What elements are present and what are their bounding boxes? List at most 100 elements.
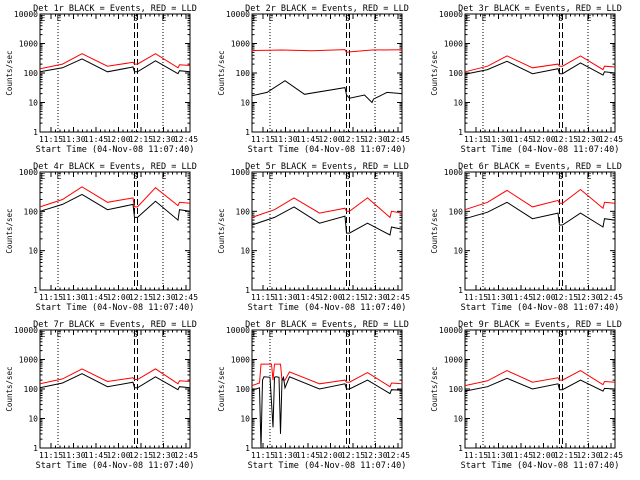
x-tick-label: 12:15: [129, 293, 153, 302]
y-tick-label: 100: [24, 207, 39, 216]
panel-det-3: Det 3r BLACK = Events, RED = LLD 1 10 100 10…: [430, 4, 623, 155]
series-line-events: [39, 373, 191, 391]
y-tick-label: 1: [245, 444, 250, 453]
x-tick-label: 11:15: [39, 135, 63, 144]
marker-label: S: [133, 330, 138, 339]
y-tick-label: 10: [28, 415, 38, 424]
panel-det-1: Det 1r BLACK = Events, RED = LLD 1 10 100 10…: [5, 4, 198, 155]
x-tick-label: 12:30: [576, 135, 600, 144]
x-tick-label: 11:45: [296, 293, 320, 302]
marker-label: S: [133, 14, 138, 23]
y-tick-label: 1: [458, 286, 463, 295]
x-tick-label: 11:15: [464, 293, 488, 302]
x-tick-label: 12:00: [106, 451, 130, 460]
y-tick-label: 10000: [226, 326, 250, 335]
series-line-events: [39, 193, 191, 222]
panel-title: Det 9r BLACK = Events, RED = LLD: [458, 320, 622, 330]
y-tick-label: 100: [236, 69, 251, 78]
y-axis-label: Counts/sec: [217, 50, 226, 95]
x-tick-label: 12:15: [554, 135, 578, 144]
y-tick-label: 1000: [19, 40, 38, 49]
y-tick-label: 1: [245, 286, 250, 295]
y-tick-label: 1: [33, 444, 38, 453]
x-axis-label: Start Time (04-Nov-08 11:07:40): [461, 461, 620, 471]
y-axis-label: Counts/sec: [430, 208, 439, 253]
x-tick-label: 11:15: [251, 293, 275, 302]
x-tick-label: 12:15: [129, 451, 153, 460]
y-tick-label: 10: [240, 247, 250, 256]
y-tick-label: 100: [449, 385, 464, 394]
series-line-lld: [39, 186, 191, 208]
y-axis-label: Counts/sec: [5, 366, 14, 411]
panel-title: Det 2r BLACK = Events, RED = LLD: [245, 4, 409, 14]
series-line-lld: [39, 53, 191, 70]
y-tick-label: 10: [453, 247, 463, 256]
x-tick-label: 12:00: [318, 451, 342, 460]
x-tick-label: 12:45: [386, 451, 410, 460]
y-tick-label: 10: [453, 415, 463, 424]
x-tick-label: 11:15: [39, 293, 63, 302]
marker-label: E: [253, 330, 258, 339]
marker-label: E: [269, 172, 274, 181]
x-tick-label: 11:30: [486, 293, 510, 302]
y-tick-label: 1: [33, 128, 38, 137]
y-axis-label: Counts/sec: [5, 50, 14, 95]
y-tick-label: 10000: [14, 10, 38, 19]
marker-label: E: [374, 14, 379, 23]
x-axis-label: Start Time (04-Nov-08 11:07:40): [248, 303, 407, 313]
series-line-lld: [39, 368, 191, 385]
series-line-lld: [251, 363, 403, 388]
series-line-events: [251, 80, 403, 104]
x-tick-label: 11:45: [296, 135, 320, 144]
x-tick-label: 11:45: [509, 135, 533, 144]
y-tick-label: 10: [240, 99, 250, 108]
marker-label: E: [482, 14, 487, 23]
x-tick-label: 12:15: [554, 451, 578, 460]
plot-frame: [39, 171, 191, 291]
marker-label: E: [587, 330, 592, 339]
marker-label: E: [374, 330, 379, 339]
panel-title: Det 5r BLACK = Events, RED = LLD: [245, 162, 409, 172]
marker-label: E: [269, 330, 274, 339]
y-tick-label: 1: [33, 286, 38, 295]
marker-label: E: [253, 14, 258, 23]
series-line-events: [39, 58, 191, 75]
x-tick-label: 12:30: [151, 293, 175, 302]
x-tick-label: 12:45: [174, 293, 198, 302]
series-line-lld: [251, 197, 403, 219]
marker-label: E: [57, 330, 62, 339]
x-tick-label: 12:30: [151, 135, 175, 144]
x-tick-label: 12:15: [341, 293, 365, 302]
x-tick-label: 12:00: [531, 135, 555, 144]
marker-label: S: [345, 14, 350, 23]
x-tick-label: 11:30: [486, 451, 510, 460]
marker-label: E: [41, 14, 46, 23]
plot-frame: [39, 329, 191, 449]
y-tick-label: 1000: [19, 168, 38, 177]
plot-frame: [464, 171, 616, 291]
panel-det-6: Det 6r BLACK = Events, RED = LLD 1 10 100 10…: [430, 162, 623, 313]
y-tick-label: 100: [24, 385, 39, 394]
y-tick-label: 100: [236, 207, 251, 216]
y-tick-label: 10000: [439, 326, 463, 335]
x-tick-label: 12:45: [599, 451, 623, 460]
y-tick-label: 10: [453, 99, 463, 108]
series-line-lld: [464, 188, 616, 211]
series-line-lld: [464, 55, 616, 73]
x-tick-label: 11:30: [273, 293, 297, 302]
x-tick-label: 11:30: [486, 135, 510, 144]
marker-label: S: [133, 172, 138, 181]
x-axis-label: Start Time (04-Nov-08 11:07:40): [461, 303, 620, 313]
x-tick-label: 12:30: [363, 135, 387, 144]
y-tick-label: 100: [236, 385, 251, 394]
x-tick-label: 12:15: [554, 293, 578, 302]
x-tick-label: 12:45: [599, 293, 623, 302]
plot-frame: [464, 13, 616, 133]
x-axis-label: Start Time (04-Nov-08 11:07:40): [36, 145, 195, 155]
y-tick-label: 10000: [226, 10, 250, 19]
x-tick-label: 12:30: [576, 451, 600, 460]
x-tick-label: 11:45: [296, 451, 320, 460]
panel-title: Det 4r BLACK = Events, RED = LLD: [33, 162, 197, 172]
marker-label: E: [466, 172, 471, 181]
series-line-events: [464, 201, 616, 228]
